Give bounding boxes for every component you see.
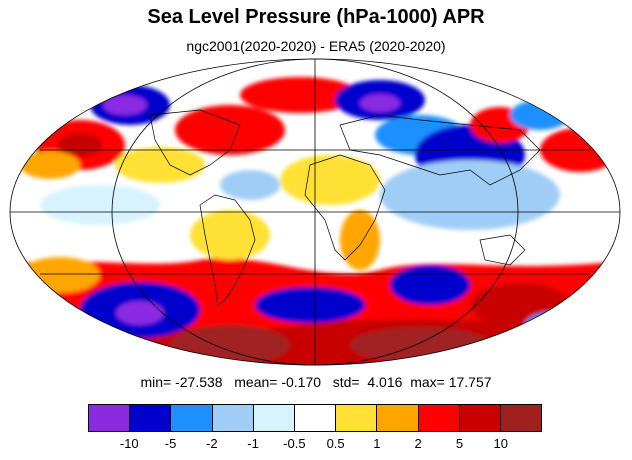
plot-title: Sea Level Pressure (hPa-1000) APR: [147, 6, 485, 28]
stats-line: min= -27.538 mean= -0.170 std= 4.016 max…: [0, 374, 632, 390]
colorbar-swatch: [130, 405, 172, 431]
colorbar-swatch: [89, 405, 131, 431]
graticule: [9, 58, 621, 366]
stat-max-value: 17.757: [448, 374, 492, 390]
stat-mean-label: mean=: [234, 374, 278, 390]
coastlines: [149, 109, 541, 306]
colorbar-swatch: [459, 405, 501, 431]
colorbar-swatch: [253, 405, 295, 431]
colorbar-tick-label: -5: [164, 436, 177, 451]
plot-subtitle: ngc2001(2020-2020) - ERA5 (2020-2020): [186, 38, 446, 54]
colorbar-swatch: [171, 405, 213, 431]
colorbar-swatch: [500, 405, 542, 431]
colorbar-swatch: [418, 405, 460, 431]
colorbar-tick-label: 5: [455, 436, 464, 451]
stat-std-label: std=: [332, 374, 360, 390]
colorbar-tick-label: 2: [414, 436, 422, 451]
stat-min-label: min=: [140, 374, 172, 390]
stat-min-value: -27.538: [175, 374, 223, 390]
world-map: [9, 58, 621, 366]
colorbar-tick-label: 1: [373, 436, 381, 451]
colorbar-swatch: [212, 405, 254, 431]
pressure-field: [10, 59, 620, 365]
colorbar-tick-label: -10: [119, 436, 139, 451]
colorbar-tick-label: -1: [247, 436, 259, 451]
colorbar-tick-label: 10: [493, 436, 508, 451]
colorbar-labels: -10 -5 -2 -1 -0.5 0.5 1 2 5 10: [88, 436, 542, 454]
stat-max-label: max=: [410, 374, 445, 390]
colorbar-tick-label: -2: [206, 436, 218, 451]
stat-std-value: 4.016: [367, 374, 403, 390]
colorbar-swatch: [377, 405, 419, 431]
colorbar-swatch: [294, 405, 337, 431]
colorbar-swatch: [336, 405, 378, 431]
colorbar-tick-label: 0.5: [326, 436, 345, 451]
stat-mean-value: -0.170: [281, 374, 322, 390]
colorbar: [88, 404, 542, 432]
colorbar-tick-label: -0.5: [283, 436, 306, 451]
